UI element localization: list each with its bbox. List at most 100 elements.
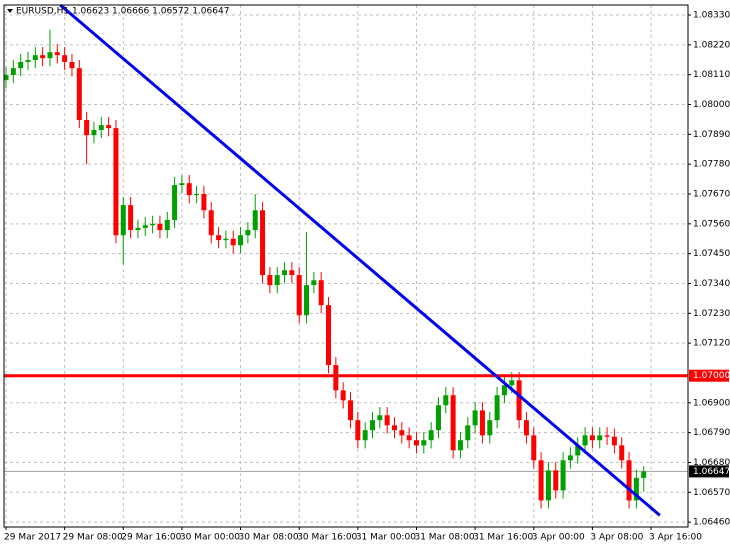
candle-body [413,440,419,446]
trendline [59,3,661,517]
x-tick-label: 30 Mar 00:00 [180,533,240,543]
candle-body [223,238,229,241]
candle-body [406,435,412,441]
y-tick-label: 1.06790 [693,428,730,438]
candle-body [523,420,529,436]
x-tick-label: 29 Mar 08:00 [63,533,123,543]
candle-body [186,183,192,196]
candle-body [69,61,75,69]
candle-body [252,210,258,231]
candle-body [230,238,236,246]
candle-body [157,223,163,231]
x-tick-label: 31 Mar 00:00 [356,533,416,543]
candle-body [377,415,383,421]
candle-body [362,430,368,441]
y-tick-label: 1.07230 [693,309,730,319]
candle-body [575,445,581,456]
candle-body [274,275,280,286]
x-tick-label: 3 Apr 16:00 [649,533,702,543]
candle-body [516,380,522,421]
candle-body [18,61,24,69]
candle-body [32,55,38,61]
candle-body [465,425,471,441]
candle-body [633,477,639,501]
candle-body [106,125,112,129]
y-tick-label: 1.07560 [693,219,730,229]
x-tick-label: 31 Mar 16:00 [473,533,533,543]
candle-body [421,440,427,446]
candle-body [113,128,119,236]
candle-body [260,210,266,276]
candle-body [201,194,207,211]
candle-body [428,430,434,441]
candle-body [626,460,632,501]
y-tick-label: 1.06460 [693,518,730,528]
candle-body [443,395,449,406]
candle-body [40,55,46,59]
chart-title: EURUSD,H1 1.06623 1.06666 1.06572 1.0664… [16,7,229,17]
candle-body [450,395,456,451]
candle-body [76,68,82,120]
candle-body [487,420,493,436]
candle-body [304,285,310,316]
bid-label: 1.06647 [693,467,730,477]
candle-body [84,119,90,136]
candle-body [62,55,68,62]
candle-body [172,185,178,221]
candle-body [479,410,485,436]
hline-label: 1.07000 [693,371,730,381]
candle-body [208,210,214,236]
candle-body [567,455,573,461]
candle-body [348,400,354,421]
candle-body [435,405,441,431]
candle-body [597,435,603,441]
candle-body [560,460,566,491]
bid-label-bg [689,465,729,478]
y-tick-label: 1.08000 [693,100,730,110]
candle-body [179,183,185,186]
title-arrow [7,9,13,13]
candle-body [150,223,156,226]
candle-body [619,445,625,461]
candle-body [54,52,60,56]
y-tick-label: 1.06680 [693,458,730,468]
candle-body [333,365,339,391]
candle-body [128,205,134,231]
candle-body [399,430,405,436]
y-tick-label: 1.07450 [693,249,730,259]
x-tick-label: 30 Mar 08:00 [239,533,299,543]
candle-body [538,460,544,501]
candle-body [194,194,200,196]
candle-body [472,410,478,426]
candle-body [340,390,346,401]
candle-body [370,420,375,431]
candle-body [384,415,390,426]
y-tick-label: 1.06900 [693,398,730,408]
x-tick-label: 29 Mar 16:00 [121,533,181,543]
candle-body [318,280,324,306]
hline-label-bg [689,369,729,382]
candle-body [289,270,295,276]
y-tick-label: 1.08110 [693,70,730,80]
candle-body [120,205,126,236]
candle-body [545,470,551,501]
x-tick-label: 31 Mar 08:00 [414,533,474,543]
candle-body [296,275,302,316]
candle-body [238,235,244,246]
y-tick-label: 1.07670 [693,190,730,200]
candle-body [216,235,222,241]
candle-body [91,130,97,136]
candle-body [457,440,463,451]
y-tick-label: 1.07120 [693,339,730,349]
candle-body [164,220,170,231]
candle-body [47,52,53,59]
candle-body [611,436,617,446]
candle-body [245,230,251,236]
candle-body [3,74,9,81]
candle-body [142,225,148,228]
candle-body [494,395,500,421]
candle-body [326,305,332,366]
x-tick-label: 29 Mar 2017 [4,533,61,543]
x-tick-label: 30 Mar 16:00 [297,533,357,543]
